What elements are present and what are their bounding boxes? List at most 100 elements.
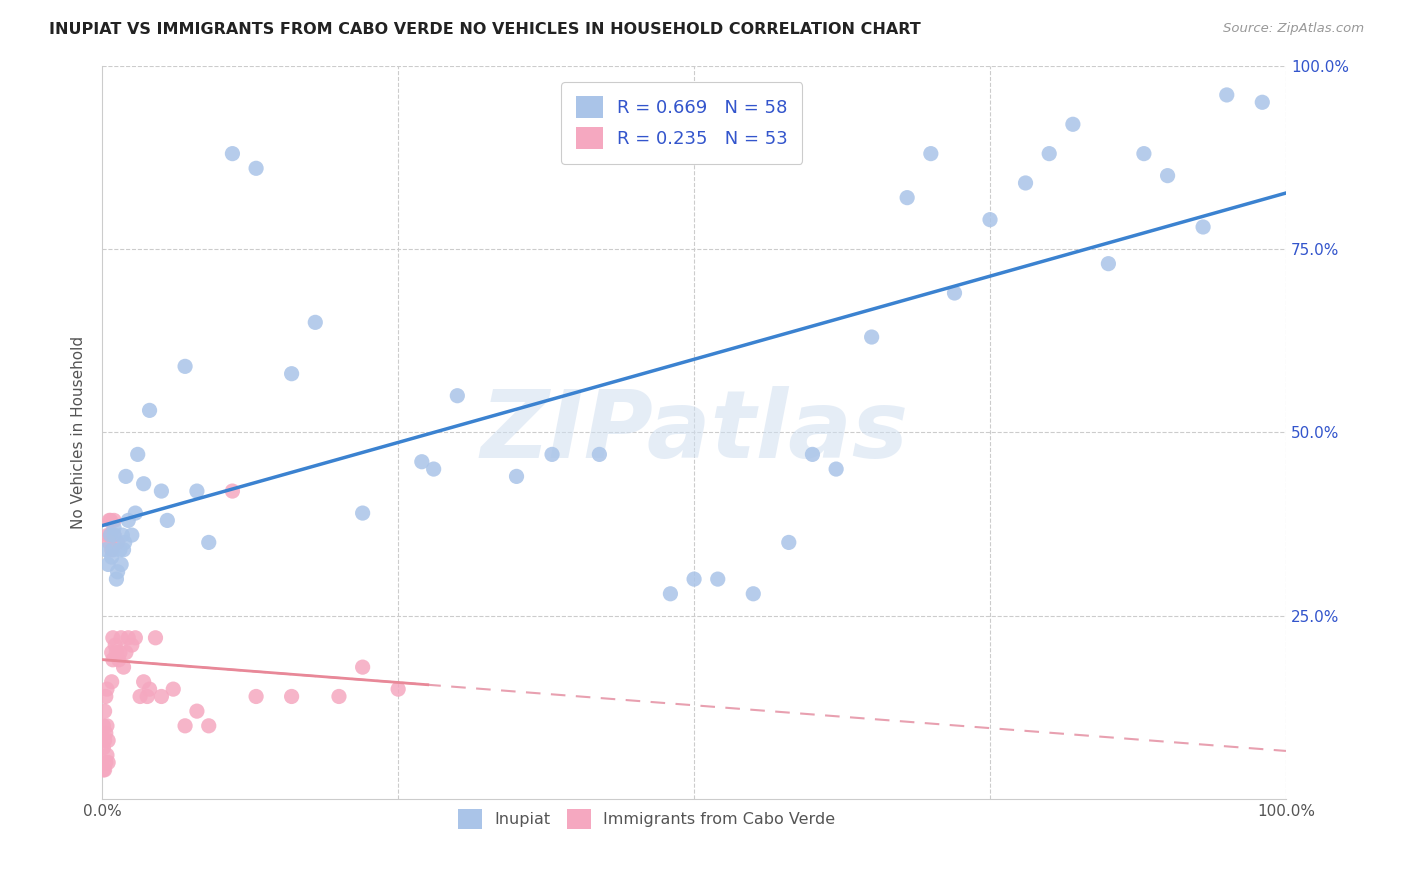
Text: Source: ZipAtlas.com: Source: ZipAtlas.com <box>1223 22 1364 36</box>
Point <box>352 506 374 520</box>
Point <box>304 315 326 329</box>
Point <box>94 756 117 770</box>
Point <box>1216 87 1239 102</box>
Point <box>138 682 160 697</box>
Point <box>138 403 160 417</box>
Point <box>103 513 125 527</box>
Point <box>117 631 139 645</box>
Point <box>221 146 243 161</box>
Point <box>100 550 122 565</box>
Point <box>156 513 179 527</box>
Point <box>505 469 527 483</box>
Point <box>186 704 208 718</box>
Point <box>683 572 706 586</box>
Point <box>96 719 118 733</box>
Point <box>280 690 302 704</box>
Point <box>136 690 159 704</box>
Point <box>352 660 374 674</box>
Text: ZIPatlas: ZIPatlas <box>479 386 908 478</box>
Point <box>93 763 115 777</box>
Point <box>108 645 131 659</box>
Point <box>97 558 120 572</box>
Point <box>101 542 124 557</box>
Point <box>103 528 125 542</box>
Point <box>107 653 129 667</box>
Point <box>96 682 118 697</box>
Point <box>920 146 942 161</box>
Point <box>1192 219 1215 234</box>
Point <box>860 330 883 344</box>
Point <box>896 191 918 205</box>
Point <box>411 455 433 469</box>
Point <box>121 528 143 542</box>
Point <box>121 638 143 652</box>
Point <box>1251 95 1274 110</box>
Point <box>221 484 243 499</box>
Point <box>1156 169 1178 183</box>
Point <box>112 542 135 557</box>
Point <box>93 733 115 747</box>
Point <box>150 484 173 499</box>
Point <box>94 690 117 704</box>
Point <box>127 447 149 461</box>
Point <box>105 645 128 659</box>
Point <box>422 462 444 476</box>
Point <box>100 674 122 689</box>
Point <box>706 572 728 586</box>
Point <box>107 565 129 579</box>
Point <box>132 674 155 689</box>
Point <box>825 462 848 476</box>
Point <box>129 690 152 704</box>
Point <box>97 733 120 747</box>
Point <box>101 631 124 645</box>
Point <box>742 587 765 601</box>
Point <box>186 484 208 499</box>
Point <box>801 447 824 461</box>
Y-axis label: No Vehicles in Household: No Vehicles in Household <box>72 335 86 529</box>
Point <box>124 631 146 645</box>
Point <box>124 506 146 520</box>
Point <box>101 653 124 667</box>
Point <box>145 631 167 645</box>
Point <box>659 587 682 601</box>
Point <box>93 763 115 777</box>
Point <box>132 476 155 491</box>
Point <box>245 690 267 704</box>
Point <box>1038 146 1060 161</box>
Point <box>1014 176 1036 190</box>
Point <box>100 513 122 527</box>
Point <box>150 690 173 704</box>
Point <box>979 212 1001 227</box>
Point <box>115 645 138 659</box>
Point <box>280 367 302 381</box>
Point <box>94 542 117 557</box>
Text: INUPIAT VS IMMIGRANTS FROM CABO VERDE NO VEHICLES IN HOUSEHOLD CORRELATION CHART: INUPIAT VS IMMIGRANTS FROM CABO VERDE NO… <box>49 22 921 37</box>
Point <box>103 521 125 535</box>
Point <box>114 535 136 549</box>
Point <box>100 528 122 542</box>
Point <box>108 542 131 557</box>
Point <box>98 513 121 527</box>
Point <box>1133 146 1156 161</box>
Point <box>100 645 122 659</box>
Point <box>117 513 139 527</box>
Point <box>1062 117 1084 131</box>
Point <box>943 285 966 300</box>
Point <box>110 631 132 645</box>
Point <box>197 535 219 549</box>
Point <box>93 740 115 755</box>
Point <box>105 572 128 586</box>
Point <box>1097 257 1119 271</box>
Point <box>97 756 120 770</box>
Point <box>111 528 134 542</box>
Point <box>328 690 350 704</box>
Point <box>98 535 121 549</box>
Point <box>541 447 564 461</box>
Point <box>162 682 184 697</box>
Point <box>100 528 122 542</box>
Point <box>97 528 120 542</box>
Point <box>100 542 122 557</box>
Point <box>112 660 135 674</box>
Point <box>107 535 129 549</box>
Point <box>93 704 115 718</box>
